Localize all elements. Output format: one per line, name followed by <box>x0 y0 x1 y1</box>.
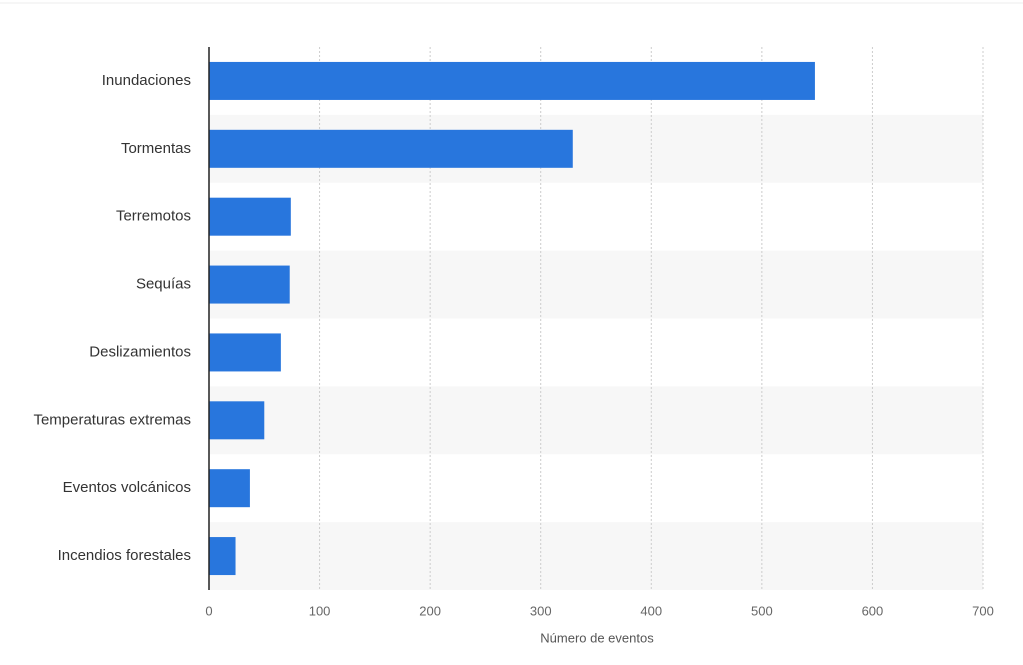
bar <box>209 537 236 576</box>
y-tick-label: Eventos volcánicos <box>63 479 191 496</box>
bar <box>209 401 265 440</box>
y-tick-label: Inundaciones <box>102 72 191 89</box>
x-tick-label: 100 <box>309 603 331 618</box>
bar <box>209 61 815 100</box>
x-tick-label: 0 <box>205 603 212 618</box>
y-tick-label: Incendios forestales <box>58 547 191 564</box>
y-tick-label: Temperaturas extremas <box>33 411 191 428</box>
row-band <box>209 386 983 455</box>
x-tick-label: 300 <box>530 603 552 618</box>
bar <box>209 333 281 372</box>
y-tick-label: Sequías <box>136 276 191 293</box>
row-band <box>209 522 983 590</box>
y-tick-label: Tormentas <box>121 140 191 157</box>
y-tick-label: Terremotos <box>116 208 191 225</box>
x-tick-label: 600 <box>862 603 884 618</box>
x-axis-title: Número de eventos <box>540 630 654 645</box>
bar <box>209 129 573 168</box>
bar <box>209 197 291 236</box>
x-tick-label: 500 <box>751 603 773 618</box>
x-tick-label: 400 <box>640 603 662 618</box>
x-tick-label: 700 <box>972 603 994 618</box>
row-band <box>209 250 983 319</box>
bar <box>209 469 250 508</box>
x-tick-label: 200 <box>419 603 441 618</box>
bar <box>209 265 290 304</box>
y-tick-label: Deslizamientos <box>89 343 191 360</box>
